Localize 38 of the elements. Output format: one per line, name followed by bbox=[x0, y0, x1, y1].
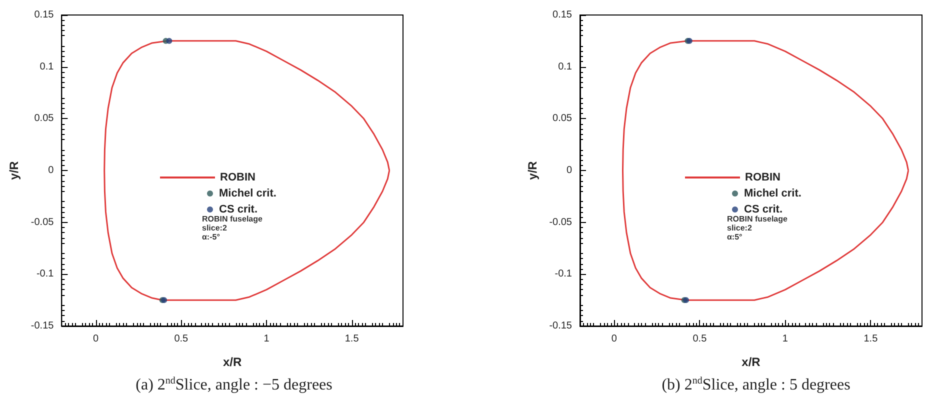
x-tick-label: 0.5 bbox=[174, 334, 189, 344]
y-tick-label: -0.05 bbox=[30, 216, 54, 228]
x-tick-label: 0 bbox=[611, 334, 618, 344]
y-tick-label: 0.1 bbox=[40, 61, 54, 72]
y-tick-label: 0.05 bbox=[552, 113, 572, 124]
y-tick-label: -0.05 bbox=[549, 216, 572, 228]
annotation: ROBIN fuselage bbox=[202, 214, 264, 224]
legend-label: CS crit. bbox=[219, 204, 258, 216]
legend-label: Michel crit. bbox=[744, 188, 802, 200]
y-tick-label: -0.1 bbox=[554, 268, 572, 280]
annotation: slice:2 bbox=[727, 224, 752, 232]
annotation: ROBIN fuselage bbox=[727, 214, 788, 224]
x-tick-label: 1.5 bbox=[864, 334, 878, 344]
x-axis-title: x/R bbox=[742, 355, 761, 369]
annotation: α:5° bbox=[727, 232, 742, 242]
x-tick-label: 1 bbox=[782, 334, 788, 344]
y-tick-label: 0.05 bbox=[34, 113, 54, 124]
y-axis-title: y/R bbox=[7, 160, 21, 180]
x-tick-label: 0.5 bbox=[692, 334, 708, 344]
y-tick-label: -0.15 bbox=[549, 320, 572, 332]
legend-label: ROBIN bbox=[745, 172, 780, 184]
y-tick-label: -0.15 bbox=[30, 320, 54, 332]
legend-label: Michel crit. bbox=[219, 188, 276, 200]
annotation: slice:2 bbox=[202, 224, 228, 232]
legend-label: ROBIN bbox=[220, 172, 256, 184]
x-tick-label: 0 bbox=[93, 334, 100, 344]
annotation: α:-5° bbox=[202, 232, 220, 242]
y-tick-label: 0 bbox=[48, 165, 54, 176]
y-tick-label: 0.15 bbox=[552, 10, 572, 20]
y-tick-label: 0.1 bbox=[558, 61, 572, 72]
x-axis-title: x/R bbox=[223, 355, 242, 369]
y-tick-label: -0.1 bbox=[36, 268, 54, 280]
y-axis-title: y/R bbox=[525, 160, 540, 180]
y-tick-label: 0.15 bbox=[34, 10, 54, 20]
x-tick-label: 1 bbox=[264, 334, 270, 344]
y-tick-label: 0 bbox=[566, 165, 572, 176]
x-tick-label: 1.5 bbox=[344, 334, 360, 344]
legend-label: CS crit. bbox=[744, 204, 783, 216]
